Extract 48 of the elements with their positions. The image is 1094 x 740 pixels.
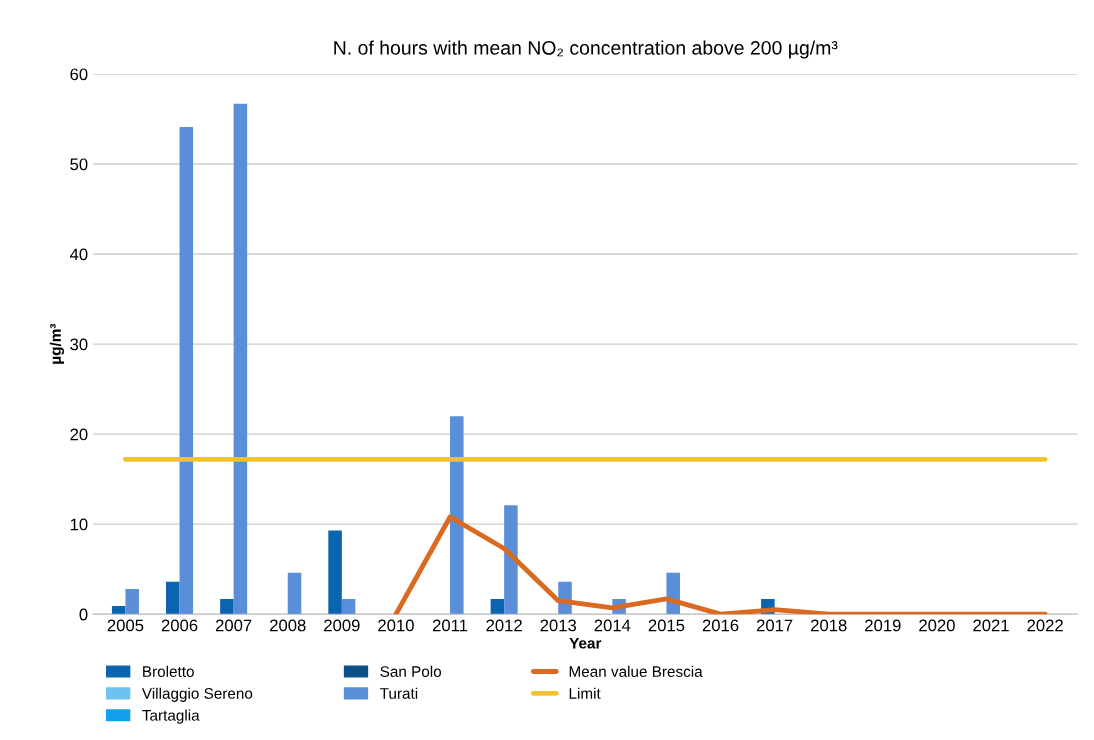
x-tick-label: 2015 [648,619,685,632]
x-tick-label: 2020 [919,619,955,632]
x-tick-label: 2007 [215,619,252,632]
legend-label: San Polo [380,665,442,677]
y-tick-label: 30 [70,338,88,351]
x-tick-label: 2009 [324,619,360,632]
chart-title: N. of hours with mean NO₂ concentration above 200 µg/m³ [334,40,838,59]
bar [166,581,180,615]
bar [220,598,234,615]
bar [504,505,518,615]
legend-label: Broletto [143,665,194,677]
y-tick-label: 50 [70,158,88,171]
bar [287,572,302,615]
y-tick-label: 20 [70,428,88,441]
legend-label: Tartaglia [142,709,200,724]
bar [125,588,139,615]
x-tick-label: 2014 [594,619,631,632]
bar [179,127,194,615]
legend-label: Mean value Brescia [569,665,703,677]
x-tick-label: 2017 [756,619,793,632]
x-tick-label: 2008 [270,619,306,632]
y-axis-title: µg/m³ [49,323,65,364]
bar [111,606,126,615]
x-axis-title: Year [569,637,602,649]
x-tick-label: 2011 [432,619,468,632]
x-tick-label: 2013 [540,619,577,632]
legend-label: Villaggio Sereno [141,687,253,702]
bar [328,530,342,615]
x-tick-label: 2016 [702,619,739,632]
y-tick-label: 0 [79,608,88,621]
y-tick-label: 60 [70,68,88,81]
x-tick-label: 2022 [1027,619,1063,632]
x-tick-label: 2010 [378,619,414,632]
x-tick-label: 2021 [973,619,1009,632]
x-tick-label: 2012 [486,619,522,632]
x-tick-label: 2005 [107,619,144,632]
bar [450,416,464,615]
bar [341,598,356,615]
y-tick-label: 10 [70,518,88,531]
x-tick-label: 2018 [811,619,847,632]
bar [233,103,248,615]
line-series [393,514,1048,615]
legend-label: Turati [380,687,418,699]
y-tick-label: 40 [69,248,88,261]
legend-label: Limit [569,687,601,699]
bar [490,598,505,615]
x-tick-label: 2019 [865,619,901,632]
x-tick-label: 2006 [161,619,198,632]
